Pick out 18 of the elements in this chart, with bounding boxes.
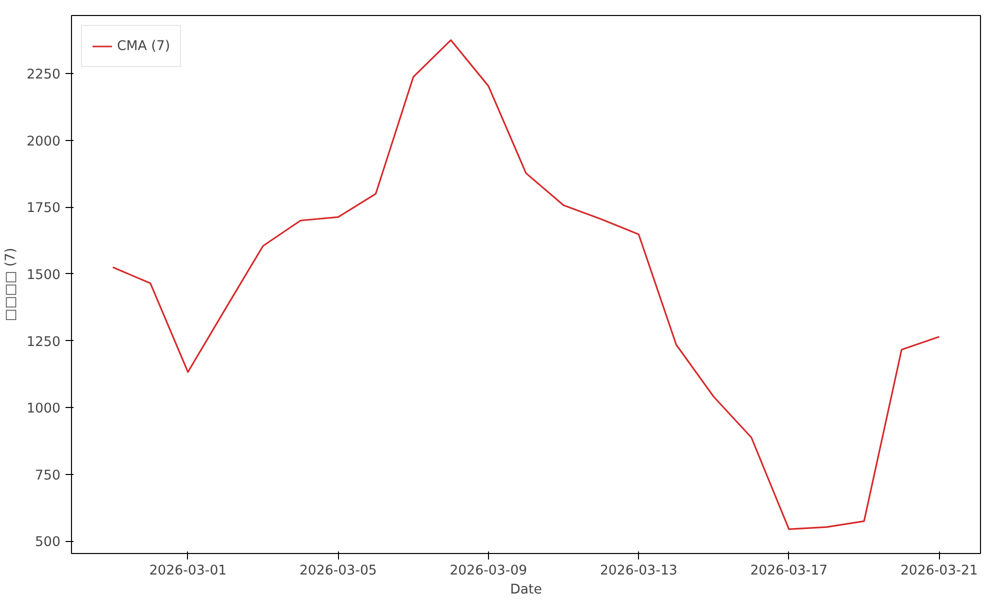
y-tick-label: 1500 [26,268,61,283]
x-tick-label: 2026-03-17 [750,564,828,578]
y-tick-label: 2250 [26,67,61,82]
legend-label: CMA (7) [117,38,170,54]
x-tick-label: 2026-03-05 [299,564,377,578]
y-tick-label: 500 [35,535,61,550]
x-tick-label: 2026-03-01 [149,564,227,578]
y-tick-label: 750 [35,468,61,484]
y-tick-label: 1250 [26,334,61,350]
line-series [112,39,940,530]
x-tick-label: 2026-03-09 [450,564,528,578]
x-tick-label: 2026-03-13 [600,564,678,578]
y-tick-label: 1750 [26,201,61,216]
x-axis-title: Date [510,582,542,598]
y-tick-label: 1000 [26,402,61,417]
x-tick-label: 2026-03-21 [900,564,978,578]
y-tick-label: 2000 [26,134,61,150]
y-axis-title: □□□□ (7) [4,248,19,322]
